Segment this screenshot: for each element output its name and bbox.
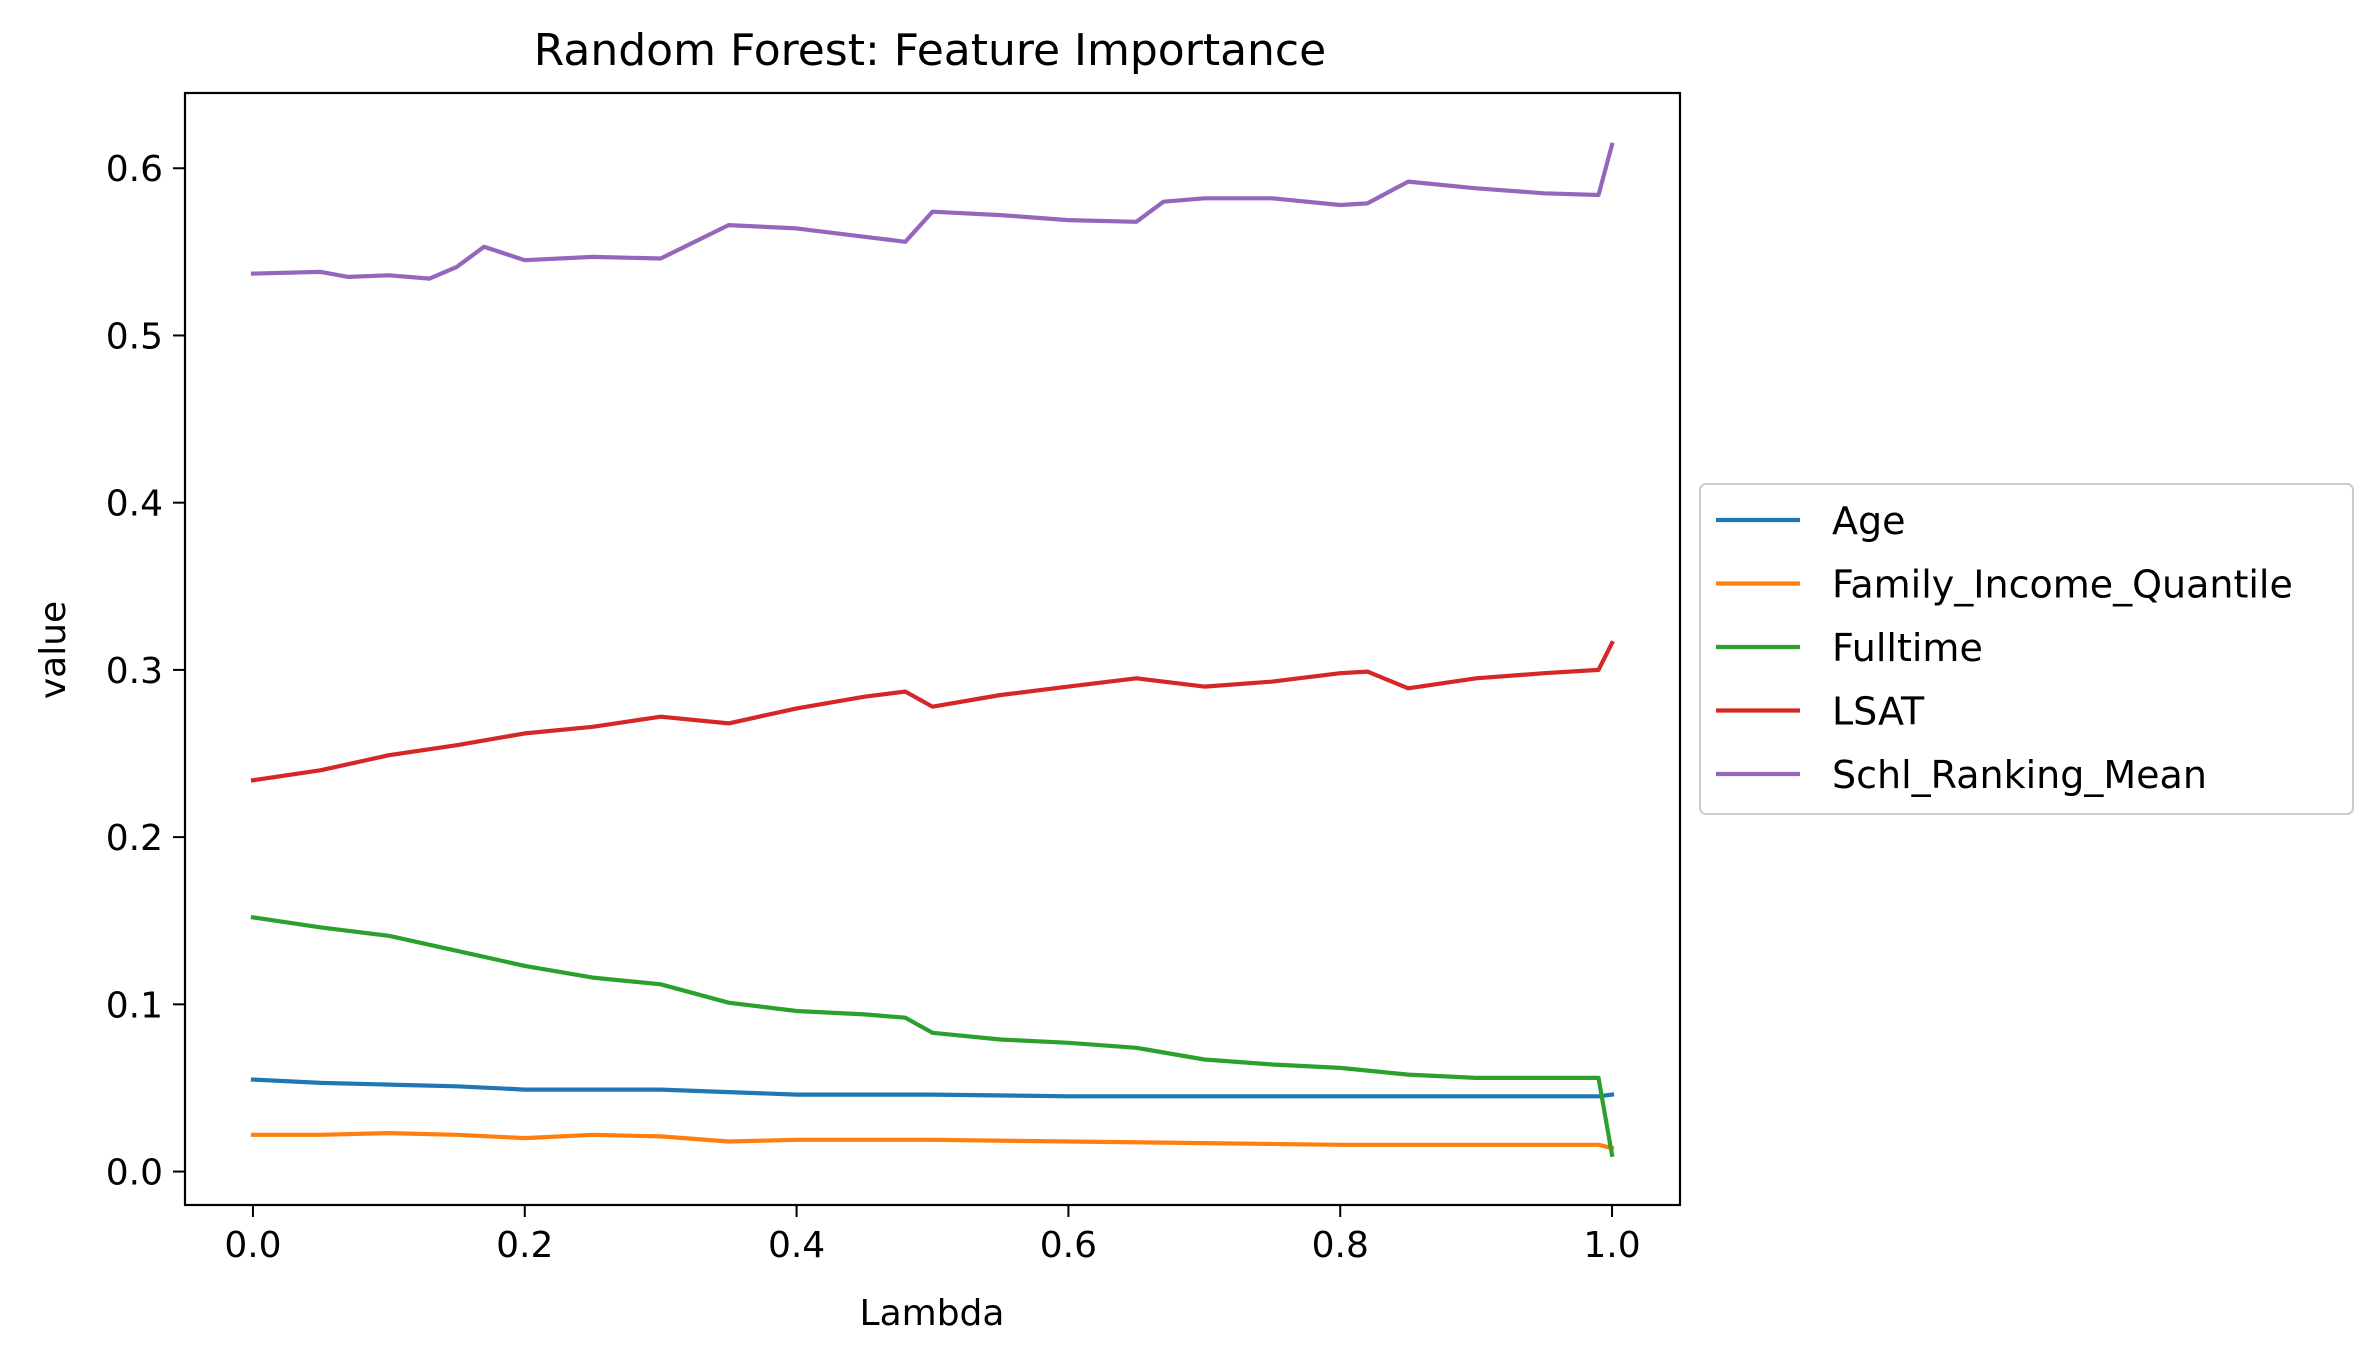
x-axis: 0.0 0.2 0.4 0.6 0.8 1.0 xyxy=(224,1205,1641,1266)
series-line-lsat xyxy=(250,640,1615,783)
y-axis-label: value xyxy=(33,601,74,699)
series-line-schl-ranking-mean xyxy=(250,142,1615,281)
x-tick-label: 0.8 xyxy=(1312,1225,1369,1266)
y-tick-label: 0.5 xyxy=(106,316,163,357)
y-tick-label: 0.0 xyxy=(106,1153,163,1194)
x-tick-label: 0.6 xyxy=(1040,1225,1097,1266)
x-tick-label: 0.4 xyxy=(768,1225,825,1266)
legend-label-age: Age xyxy=(1832,499,1906,543)
y-tick-label: 0.3 xyxy=(106,651,163,692)
legend: Age Family_Income_Quantile Fulltime LSAT Sch… xyxy=(1699,483,2354,815)
y-tick-label: 0.2 xyxy=(106,818,163,859)
legend-label-schl-ranking-mean: Schl_Ranking_Mean xyxy=(1832,753,2207,797)
x-tick-label: 0.0 xyxy=(224,1225,281,1266)
plot-frame xyxy=(183,91,1682,1207)
x-tick-label: 1.0 xyxy=(1583,1225,1640,1266)
y-tick-label: 0.1 xyxy=(106,985,163,1026)
series-line-family-income-quantile xyxy=(250,1131,1615,1151)
x-tick-label: 0.2 xyxy=(496,1225,553,1266)
legend-label-lsat: LSAT xyxy=(1832,690,1925,734)
chart-title: Random Forest: Feature Importance xyxy=(534,25,1326,76)
legend-label-family-income-quantile: Family_Income_Quantile xyxy=(1832,563,2293,607)
plot-area xyxy=(250,142,1615,1158)
y-tick-label: 0.6 xyxy=(106,149,163,190)
y-tick-label: 0.4 xyxy=(106,484,163,525)
series-line-fulltime xyxy=(250,915,1615,1158)
x-axis-label: Lambda xyxy=(860,1293,1005,1334)
y-axis: 0.0 0.1 0.2 0.3 0.4 0.5 0.6 xyxy=(106,149,185,1194)
legend-label-fulltime: Fulltime xyxy=(1832,626,1983,670)
series-line-age xyxy=(250,1077,1615,1099)
legend-box xyxy=(1699,483,2354,815)
